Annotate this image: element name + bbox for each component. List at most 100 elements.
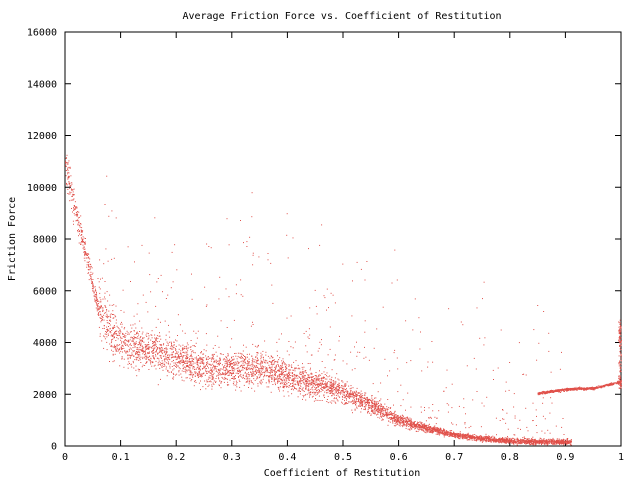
data-point — [334, 390, 336, 392]
data-point — [261, 369, 263, 371]
data-point — [223, 378, 225, 380]
data-point — [286, 364, 288, 366]
data-point — [124, 340, 126, 341]
data-point — [544, 440, 546, 442]
data-point — [238, 379, 240, 381]
data-point — [178, 355, 179, 357]
data-point — [192, 361, 194, 363]
data-point — [330, 386, 332, 388]
data-point — [345, 402, 347, 404]
data-point — [228, 365, 230, 367]
data-point — [305, 377, 307, 379]
data-point — [260, 358, 262, 360]
data-point — [324, 383, 326, 385]
data-point — [200, 380, 201, 382]
data-point — [371, 399, 373, 401]
data-point — [74, 208, 76, 210]
data-point — [127, 367, 129, 369]
data-point — [535, 440, 537, 442]
data-point — [288, 369, 290, 371]
data-point — [396, 415, 398, 416]
data-point — [274, 382, 276, 384]
data-point — [280, 381, 282, 383]
data-point — [468, 437, 470, 438]
data-point — [82, 244, 84, 246]
data-point — [283, 371, 285, 373]
data-point — [405, 418, 407, 420]
data-point — [425, 425, 427, 427]
data-point — [133, 342, 135, 344]
data-point — [225, 369, 226, 371]
data-point — [124, 350, 126, 352]
data-point — [393, 415, 395, 417]
data-point — [344, 384, 346, 386]
data-point — [405, 417, 407, 418]
data-point — [294, 368, 296, 370]
data-point — [145, 362, 147, 364]
data-point — [205, 355, 207, 357]
data-point — [338, 379, 340, 381]
data-point — [375, 402, 377, 404]
data-point — [66, 163, 68, 165]
data-point — [116, 334, 118, 336]
data-point — [126, 350, 128, 352]
data-point — [410, 422, 412, 424]
data-point — [331, 383, 333, 385]
data-point — [228, 362, 230, 364]
data-point — [221, 376, 223, 378]
data-point — [490, 440, 492, 442]
data-point — [378, 409, 380, 411]
data-point — [155, 339, 157, 341]
data-point — [127, 333, 129, 335]
data-point — [198, 372, 200, 374]
data-point — [248, 361, 250, 363]
data-point — [379, 409, 381, 411]
data-point — [447, 434, 449, 436]
data-point — [282, 363, 284, 365]
data-point — [168, 344, 169, 346]
data-point — [378, 405, 380, 407]
data-point — [390, 418, 392, 420]
data-point — [134, 334, 136, 335]
data-point — [112, 346, 114, 348]
data-point — [81, 230, 83, 232]
data-point — [226, 365, 228, 367]
data-point — [144, 344, 146, 346]
data-point — [292, 370, 294, 371]
data-point — [110, 342, 112, 344]
data-point — [277, 380, 279, 382]
data-point — [278, 375, 280, 377]
data-point — [73, 223, 74, 225]
data-point — [123, 347, 125, 349]
data-point — [520, 438, 521, 440]
data-point — [231, 360, 232, 362]
data-point — [104, 312, 106, 314]
data-point — [204, 374, 206, 376]
data-point — [122, 333, 124, 335]
data-point — [271, 378, 273, 380]
data-point — [346, 399, 347, 401]
data-point — [219, 385, 220, 387]
data-point — [237, 371, 239, 373]
data-point — [357, 398, 359, 400]
data-point — [459, 434, 461, 436]
data-point — [277, 355, 278, 357]
data-point — [348, 394, 350, 396]
data-point — [220, 382, 222, 384]
data-point — [263, 371, 265, 373]
data-point — [556, 438, 558, 440]
data-point — [272, 364, 274, 366]
data-point — [104, 336, 106, 338]
data-point — [75, 207, 77, 209]
data-point — [65, 165, 67, 167]
data-point — [187, 361, 189, 363]
data-point — [144, 351, 146, 353]
data-point — [132, 324, 134, 326]
data-point — [145, 353, 147, 355]
data-point — [166, 357, 168, 359]
data-point — [81, 241, 83, 243]
data-point — [166, 348, 168, 350]
data-point — [384, 413, 386, 415]
data-point — [394, 411, 396, 413]
data-point — [127, 350, 128, 352]
